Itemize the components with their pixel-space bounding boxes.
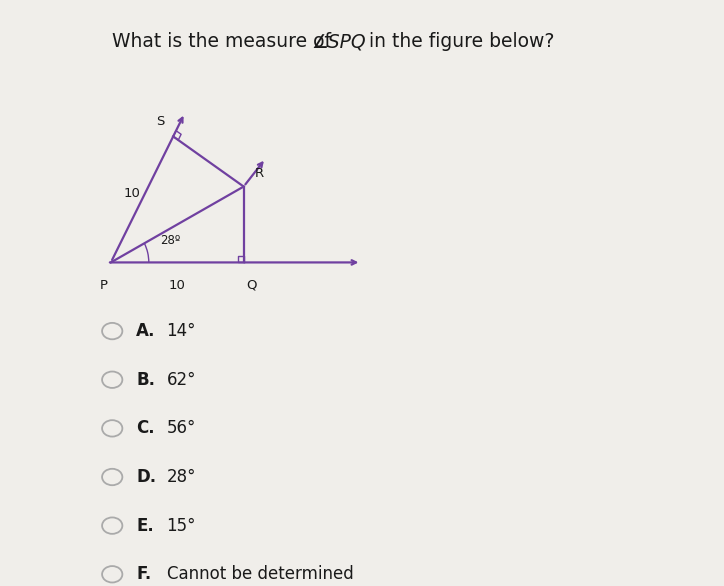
Text: 28º: 28º	[161, 234, 181, 247]
Text: F.: F.	[136, 565, 151, 583]
Text: 10: 10	[124, 187, 140, 200]
Text: 14°: 14°	[167, 322, 196, 340]
Text: What is the measure of: What is the measure of	[112, 32, 337, 51]
Text: 28°: 28°	[167, 468, 196, 486]
Text: P: P	[99, 279, 107, 292]
Text: 56°: 56°	[167, 420, 196, 437]
Text: B.: B.	[136, 371, 155, 389]
Text: 62°: 62°	[167, 371, 196, 389]
Text: S: S	[156, 115, 164, 128]
Text: E.: E.	[136, 517, 154, 534]
Text: 15°: 15°	[167, 517, 196, 534]
Text: Q: Q	[246, 279, 256, 292]
Text: Cannot be determined: Cannot be determined	[167, 565, 353, 583]
Text: R: R	[255, 168, 264, 180]
Text: in the figure below?: in the figure below?	[363, 32, 555, 51]
Text: ∠SPQ: ∠SPQ	[311, 32, 366, 51]
Text: 10: 10	[169, 279, 185, 292]
Text: C.: C.	[136, 420, 155, 437]
Text: D.: D.	[136, 468, 156, 486]
Text: A.: A.	[136, 322, 156, 340]
